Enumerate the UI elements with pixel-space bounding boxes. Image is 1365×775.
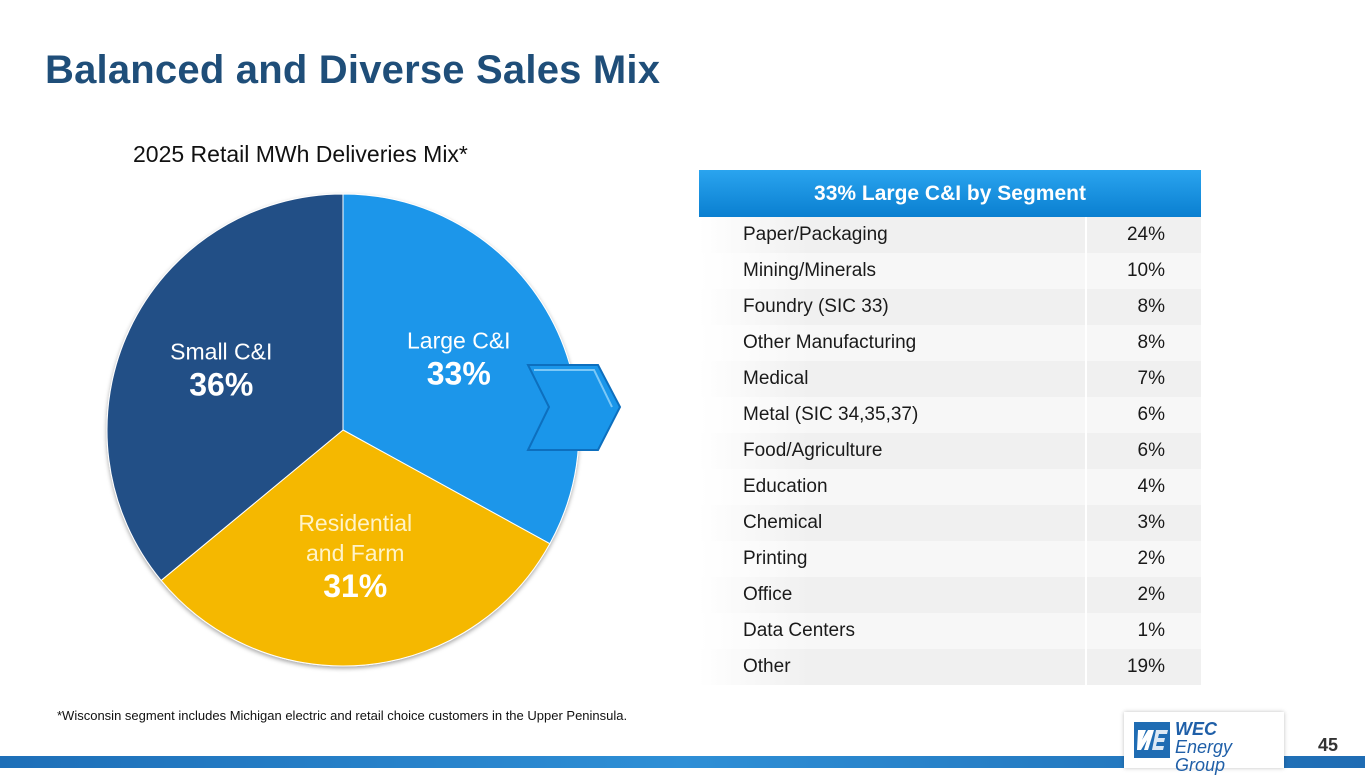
segment-name: Metal (SIC 34,35,37) bbox=[743, 404, 919, 425]
segment-share: 19% bbox=[1085, 649, 1201, 685]
pie-slice-residential-and-farm bbox=[160, 429, 551, 667]
table-row: Mining/Minerals 10% bbox=[699, 253, 1201, 289]
segment-name: Printing bbox=[743, 548, 808, 569]
callout-arrow-icon bbox=[526, 364, 622, 451]
page-number: 45 bbox=[1318, 735, 1339, 755]
logo-text: WEC Energy Group bbox=[1175, 720, 1284, 774]
segment-share: 24% bbox=[1085, 217, 1201, 253]
logo-line2: Energy Group bbox=[1175, 737, 1233, 775]
table-row: Printing 2% bbox=[699, 541, 1201, 577]
segment-table: 33% Large C&I by Segment Paper/Packaging… bbox=[699, 170, 1201, 685]
segment-share: 6% bbox=[1085, 397, 1201, 433]
table-row: Metal (SIC 34,35,37) 6% bbox=[699, 397, 1201, 433]
logo-line1: WEC bbox=[1175, 719, 1217, 739]
table-row: Food/Agriculture 6% bbox=[699, 433, 1201, 469]
table-row: Office 2% bbox=[699, 577, 1201, 613]
segment-name: Medical bbox=[743, 368, 809, 389]
segment-table-body: Paper/Packaging 24% Mining/Minerals 10% Foun… bbox=[699, 217, 1201, 685]
table-row: Paper/Packaging 24% bbox=[699, 217, 1201, 253]
pie-label-small-c-i: Small C&I bbox=[170, 339, 272, 365]
table-row: Other 19% bbox=[699, 649, 1201, 685]
segment-name: Data Centers bbox=[743, 620, 855, 641]
company-logo: WEC Energy Group bbox=[1124, 712, 1284, 774]
segment-share: 6% bbox=[1085, 433, 1201, 469]
segment-share: 8% bbox=[1085, 325, 1201, 361]
segment-table-header: 33% Large C&I by Segment bbox=[699, 170, 1201, 217]
wec-logo-icon bbox=[1134, 722, 1170, 758]
pie-label-residential-and-farm-line2: and Farm bbox=[306, 540, 404, 566]
table-row: Foundry (SIC 33) 8% bbox=[699, 289, 1201, 325]
table-row: Medical 7% bbox=[699, 361, 1201, 397]
pie-slice-large-c-i bbox=[342, 193, 580, 545]
segment-name: Mining/Minerals bbox=[743, 260, 877, 281]
segment-name: Office bbox=[743, 584, 793, 605]
segment-name: Other bbox=[743, 656, 791, 677]
segment-name: Paper/Packaging bbox=[743, 224, 888, 245]
table-row: Other Manufacturing 8% bbox=[699, 325, 1201, 361]
segment-share: 7% bbox=[1085, 361, 1201, 397]
segment-name: Food/Agriculture bbox=[743, 440, 883, 461]
pie-value-large-c-i: 33% bbox=[427, 356, 491, 392]
callout-arrow-highlight bbox=[534, 369, 613, 408]
pie-label-large-c-i: Large C&I bbox=[407, 328, 511, 354]
segment-name: Chemical bbox=[743, 512, 823, 533]
table-row: Data Centers 1% bbox=[699, 613, 1201, 649]
pie-value-small-c-i: 36% bbox=[189, 367, 253, 403]
segment-share: 2% bbox=[1085, 541, 1201, 577]
pie-chart-title: 2025 Retail MWh Deliveries Mix* bbox=[133, 141, 468, 167]
segment-share: 10% bbox=[1085, 253, 1201, 289]
segment-name: Other Manufacturing bbox=[743, 332, 917, 353]
table-row: Chemical 3% bbox=[699, 505, 1201, 541]
slide-title: Balanced and Diverse Sales Mix bbox=[45, 48, 661, 92]
segment-name: Foundry (SIC 33) bbox=[743, 296, 889, 317]
pie-value-residential-and-farm: 31% bbox=[323, 568, 387, 604]
segment-share: 4% bbox=[1085, 469, 1201, 505]
segment-share: 3% bbox=[1085, 505, 1201, 541]
bottom-accent-bar bbox=[0, 756, 1365, 768]
segment-share: 1% bbox=[1085, 613, 1201, 649]
pie-label-residential-and-farm-line1: Residential bbox=[298, 510, 412, 536]
segment-share: 2% bbox=[1085, 577, 1201, 613]
segment-name: Education bbox=[743, 476, 828, 497]
segment-share: 8% bbox=[1085, 289, 1201, 325]
table-row: Education 4% bbox=[699, 469, 1201, 505]
pie-slice-small-c-i bbox=[106, 193, 344, 582]
footnote: *Wisconsin segment includes Michigan ele… bbox=[57, 708, 628, 723]
